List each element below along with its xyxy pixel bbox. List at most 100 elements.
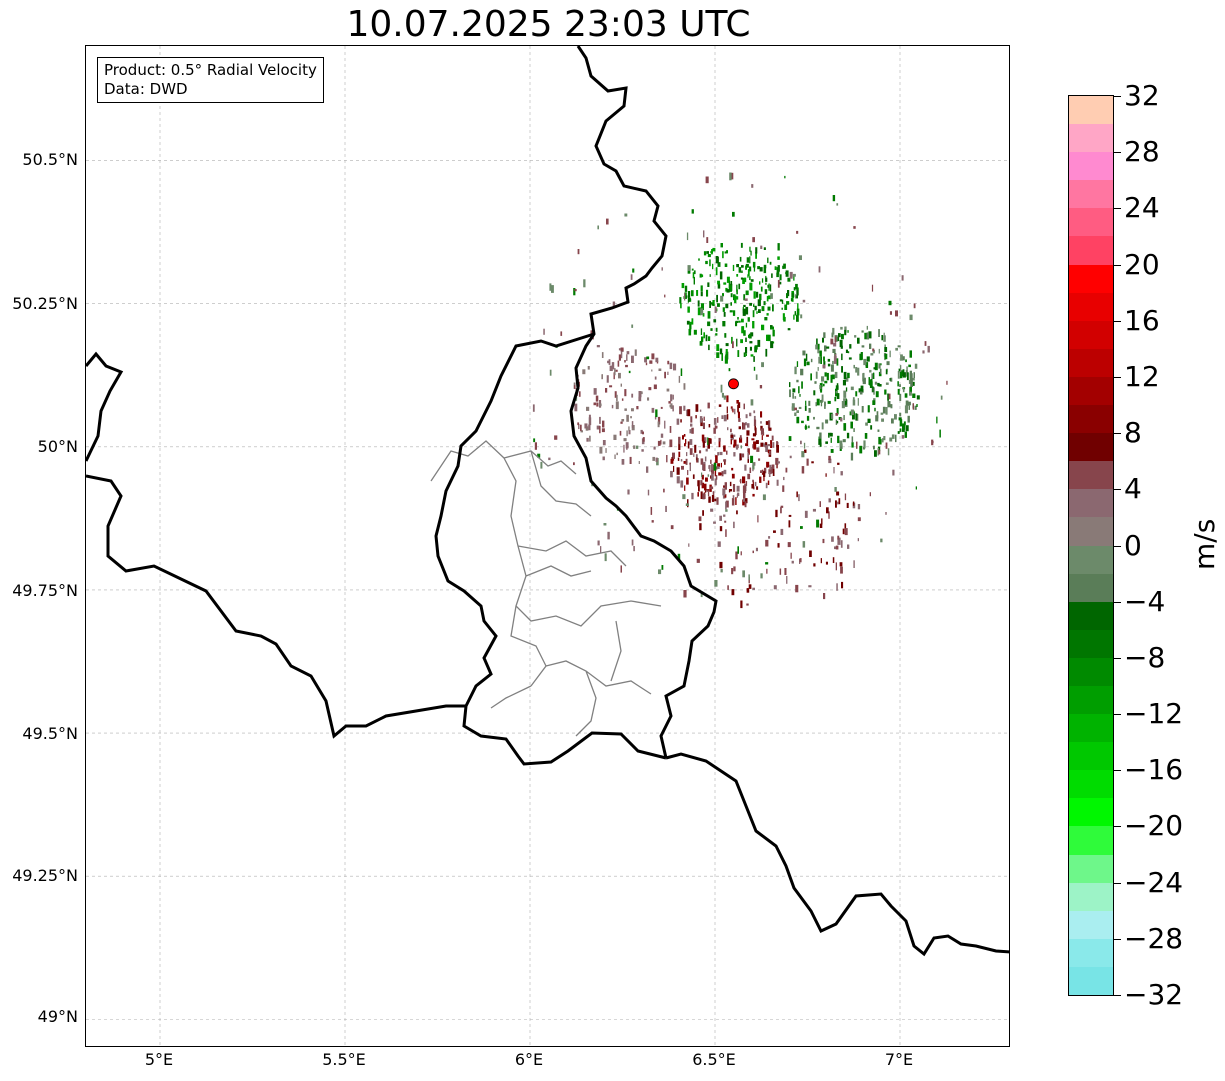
echo-pixel <box>739 435 742 440</box>
echo-pixel <box>605 388 608 393</box>
echo-pixel <box>763 247 766 250</box>
echo-pixel <box>927 345 930 353</box>
echo-pixel <box>701 434 705 442</box>
echo-pixel <box>731 172 734 180</box>
echo-pixel <box>687 269 691 274</box>
echo-pixel <box>885 407 888 415</box>
echo-pixel <box>759 267 763 272</box>
echo-pixel <box>718 437 721 442</box>
echo-pixel <box>696 458 699 463</box>
echo-pixel <box>731 467 734 471</box>
echo-pixel <box>692 474 695 479</box>
echo-pixel <box>770 293 773 299</box>
echo-pixel <box>729 310 733 313</box>
echo-pixel <box>614 454 616 459</box>
echo-pixel <box>624 360 626 363</box>
echo-pixel <box>720 243 723 248</box>
echo-pixel <box>839 562 843 567</box>
echo-pixel <box>687 499 689 508</box>
echo-pixel <box>733 521 735 529</box>
echo-pixel <box>742 308 746 316</box>
echo-pixel <box>895 434 897 443</box>
echo-pixel <box>620 347 624 352</box>
echo-pixel <box>861 330 864 333</box>
echo-pixel <box>832 348 836 353</box>
echo-pixel <box>707 321 711 327</box>
echo-pixel <box>704 490 707 493</box>
echo-pixel <box>776 441 778 448</box>
echo-pixel <box>706 237 709 243</box>
echo-pixel <box>742 485 747 493</box>
echo-pixel <box>847 372 850 379</box>
echo-pixel <box>788 436 792 441</box>
echo-pixel <box>834 336 837 343</box>
echo-pixel <box>732 211 735 217</box>
echo-pixel <box>619 430 622 436</box>
echo-pixel <box>709 274 711 277</box>
echo-pixel <box>726 414 729 420</box>
echo-pixel <box>752 237 755 243</box>
echo-pixel <box>715 455 718 463</box>
echo-pixel <box>683 434 686 437</box>
colorbar-segment <box>1069 601 1113 630</box>
echo-pixel <box>730 439 732 445</box>
echo-pixel <box>784 568 787 575</box>
echo-pixel <box>852 411 855 420</box>
echo-pixel <box>902 387 905 393</box>
echo-pixel <box>750 455 754 463</box>
echo-pixel <box>839 448 842 451</box>
echo-pixel <box>636 445 639 449</box>
echo-pixel <box>714 478 717 486</box>
echo-pixel <box>694 444 697 453</box>
echo-pixel <box>725 354 728 361</box>
map-panel[interactable] <box>85 45 1010 1047</box>
echo-pixel <box>909 370 912 375</box>
colorbar-tick <box>1113 208 1121 210</box>
echo-pixel <box>843 371 847 379</box>
echo-pixel <box>823 593 826 600</box>
colorbar-tick <box>1113 433 1121 435</box>
echo-pixel <box>685 295 688 299</box>
echo-pixel <box>736 264 739 268</box>
echo-pixel <box>768 536 771 539</box>
echo-pixel <box>683 461 687 464</box>
colorbar-segment <box>1069 460 1113 490</box>
echo-pixel <box>655 357 659 363</box>
echo-pixel <box>734 408 736 415</box>
echo-pixel <box>731 336 733 344</box>
echo-pixel <box>833 356 837 364</box>
echo-pixel <box>601 352 604 358</box>
echo-pixel <box>866 332 869 340</box>
echo-pixel <box>723 459 727 462</box>
echo-pixel <box>872 400 876 405</box>
echo-pixel <box>646 466 649 473</box>
border-lux-germany <box>569 46 718 759</box>
echo-pixel <box>904 405 908 414</box>
echo-pixel <box>651 369 653 372</box>
echo-pixel <box>844 493 847 501</box>
echo-pixel <box>844 326 847 333</box>
echo-pixel <box>773 585 777 590</box>
echo-pixel <box>878 329 880 337</box>
radar-site-marker[interactable] <box>728 378 739 390</box>
echo-pixel <box>745 290 749 296</box>
echo-pixel <box>757 515 759 523</box>
echo-pixel <box>586 437 589 442</box>
echo-pixel <box>771 467 774 474</box>
echo-pixel <box>750 354 754 357</box>
echo-pixel <box>685 458 688 465</box>
echo-pixel <box>777 461 780 464</box>
echo-pixel <box>835 562 837 571</box>
echo-pixel <box>651 520 654 523</box>
echo-pixel <box>899 384 901 387</box>
echo-pixel <box>818 356 821 364</box>
echo-pixel <box>677 457 680 461</box>
echo-pixel <box>768 295 771 300</box>
echo-pixel <box>872 349 875 354</box>
colorbar-segment <box>1069 123 1113 153</box>
echo-pixel <box>623 444 625 453</box>
echo-pixel <box>836 383 839 390</box>
echo-pixel <box>666 455 668 463</box>
echo-pixel <box>735 321 738 327</box>
echo-pixel <box>889 378 891 381</box>
